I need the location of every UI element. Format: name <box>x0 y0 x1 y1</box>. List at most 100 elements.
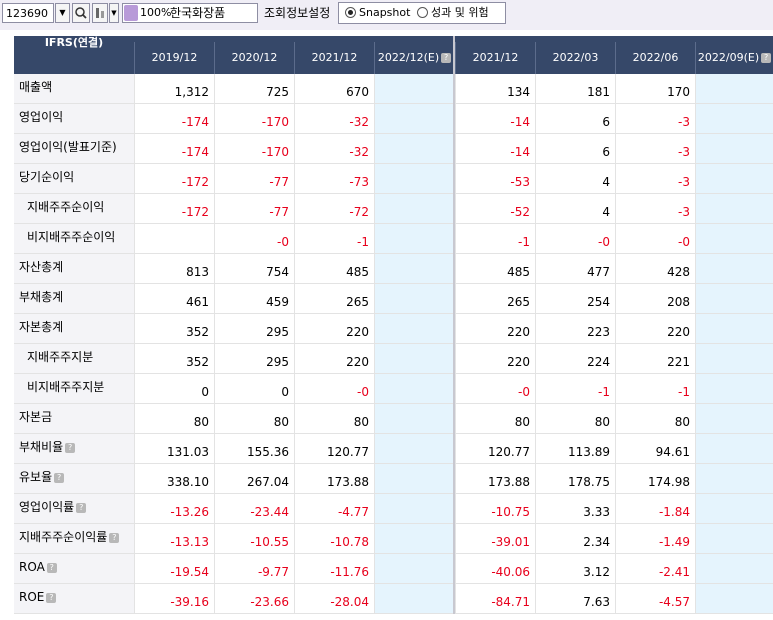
table-cell <box>374 584 454 613</box>
table-cell: -14 <box>455 104 535 133</box>
table-cell: -19.54 <box>134 554 214 583</box>
performance-risk-radio[interactable] <box>417 7 428 18</box>
table-cell: -77 <box>214 164 294 193</box>
help-icon[interactable]: ? <box>65 442 76 453</box>
row-label-text: 매출액 <box>19 80 53 94</box>
table-cell: -13.26 <box>134 494 214 523</box>
table-cell: 428 <box>615 254 695 283</box>
table-cell: 459 <box>214 284 294 313</box>
table-row: 매출액 1,312 725 670 134 181 170 <box>14 74 773 104</box>
stock-code-input[interactable]: 123690 <box>2 3 54 23</box>
table-row: 유보율? 338.10 267.04 173.88 173.88 178.75 174.98 <box>14 464 773 494</box>
table-cell <box>695 164 773 193</box>
table-cell: 220 <box>455 314 535 343</box>
table-cell <box>695 464 773 493</box>
table-cell: 220 <box>615 314 695 343</box>
related-menu-dropdown[interactable]: ▼ <box>109 3 119 23</box>
table-cell: -84.71 <box>455 584 535 613</box>
table-cell: 352 <box>134 344 214 373</box>
table-cell <box>695 104 773 133</box>
row-label-text: 비지배주주지분 <box>27 380 105 394</box>
row-label-text: 자본총계 <box>19 320 64 334</box>
stock-code-dropdown-button[interactable]: ▼ <box>55 3 70 23</box>
company-name: 한국화장품 <box>170 6 226 20</box>
column-header-label: 2020/12 <box>231 51 278 64</box>
row-label: 자산총계 <box>14 254 134 283</box>
table-cell: -28.04 <box>294 584 374 613</box>
table-cell: -1 <box>615 374 695 403</box>
help-icon[interactable]: ? <box>46 592 57 603</box>
help-icon[interactable]: ? <box>76 502 87 513</box>
snapshot-radio[interactable] <box>345 7 356 18</box>
table-cell: -1 <box>535 374 615 403</box>
table-cell: 181 <box>535 74 615 103</box>
table-cell: 173.88 <box>455 464 535 493</box>
table-cell: 352 <box>134 314 214 343</box>
table-cell: 94.61 <box>615 434 695 463</box>
table-cell: 2.34 <box>535 524 615 553</box>
table-cell: 80 <box>455 404 535 433</box>
table-cell: -4.77 <box>294 494 374 523</box>
column-header-label: 2022/09(E) <box>697 51 760 64</box>
table-cell: 254 <box>535 284 615 313</box>
row-label: 영업이익 <box>14 104 134 133</box>
table-cell: -72 <box>294 194 374 223</box>
table-cell: 170 <box>615 74 695 103</box>
table-cell: 3.12 <box>535 554 615 583</box>
table-cell: 265 <box>294 284 374 313</box>
table-cell: 80 <box>214 404 294 433</box>
related-menu-button[interactable] <box>92 3 108 23</box>
help-icon[interactable]: ? <box>54 472 65 483</box>
chevron-down-icon: ▼ <box>111 9 117 17</box>
row-label-text: 당기순이익 <box>19 170 75 184</box>
help-icon[interactable]: ? <box>109 532 120 543</box>
table-cell <box>695 524 773 553</box>
table-cell: -0 <box>535 224 615 253</box>
table-cell: 178.75 <box>535 464 615 493</box>
help-icon[interactable]: ? <box>761 53 772 63</box>
table-cell: -1 <box>294 224 374 253</box>
help-icon[interactable]: ? <box>46 562 57 573</box>
table-cell: 461 <box>134 284 214 313</box>
table-cell: 113.89 <box>535 434 615 463</box>
table-row: ROA? -19.54 -9.77 -11.76 -40.06 3.12 -2.41 <box>14 554 773 584</box>
row-label-text: 지배주주순이익률 <box>19 530 108 544</box>
company-icon <box>124 5 138 21</box>
snapshot-radio-label[interactable]: Snapshot <box>359 6 411 19</box>
menu-icon <box>96 8 104 18</box>
table-cell <box>134 224 214 253</box>
table-cell <box>374 104 454 133</box>
table-cell: 295 <box>214 344 294 373</box>
column-header: 2021/12 <box>455 42 535 74</box>
table-cell: -174 <box>134 104 214 133</box>
table-row: ROE? -39.16 -23.66 -28.04 -84.71 7.63 -4.57 <box>14 584 773 614</box>
settings-label[interactable]: 조회정보설정 <box>264 6 331 20</box>
table-cell <box>374 464 454 493</box>
performance-risk-radio-label[interactable]: 성과 및 위험 <box>431 6 489 19</box>
table-cell <box>695 404 773 433</box>
table-cell <box>374 434 454 463</box>
table-cell: -53 <box>455 164 535 193</box>
table-cell: 120.77 <box>455 434 535 463</box>
view-radio-group: Snapshot 성과 및 위험 <box>338 2 506 24</box>
table-cell <box>374 404 454 433</box>
table-cell: 6 <box>535 104 615 133</box>
table-cell: 0 <box>214 374 294 403</box>
row-label: 비지배주주지분 <box>14 374 134 403</box>
table-cell <box>374 344 454 373</box>
table-cell <box>695 494 773 523</box>
table-cell: 80 <box>134 404 214 433</box>
row-label: ROE? <box>14 584 134 613</box>
annual-quarter-divider <box>453 36 455 614</box>
help-icon[interactable]: ? <box>441 53 452 63</box>
column-header-label: 2022/06 <box>632 51 679 64</box>
table-cell <box>374 224 454 253</box>
table-cell: -77 <box>214 194 294 223</box>
table-cell: 223 <box>535 314 615 343</box>
table-cell: -73 <box>294 164 374 193</box>
table-cell: 80 <box>294 404 374 433</box>
search-button[interactable] <box>72 3 90 23</box>
row-label: 지배주주순이익 <box>14 194 134 223</box>
table-cell <box>695 284 773 313</box>
row-label-text: 부채총계 <box>19 290 64 304</box>
